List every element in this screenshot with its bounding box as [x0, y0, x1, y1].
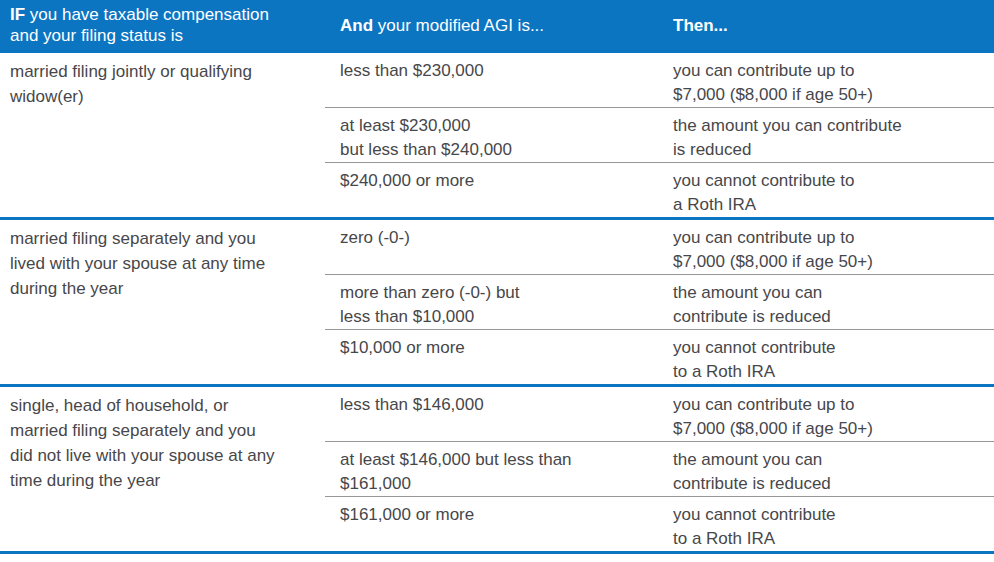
filing-group-single-head-of-household: single, head of household, or married fi… [0, 384, 994, 551]
header-col-filing-status-label: you have taxable compensation and your f… [10, 5, 269, 45]
group-rows: less than $230,000 you can contribute up… [325, 53, 994, 217]
table-bottom-rule [0, 551, 994, 554]
agi-cell: $240,000 or more [325, 169, 673, 217]
header-col-then: Then... [673, 15, 994, 36]
header-col-filing-status: IF you have taxable compensation and you… [0, 4, 325, 46]
table-row: $240,000 or more you cannot contribute t… [325, 162, 994, 217]
agi-cell: zero (-0-) [325, 226, 673, 274]
status-cell: single, head of household, or married fi… [0, 387, 325, 551]
then-cell: the amount you can contribute is reduced [673, 114, 994, 162]
then-cell: you can contribute up to $7,000 ($8,000 … [673, 226, 994, 274]
then-cell: the amount you can contribute is reduced [673, 281, 994, 329]
header-col-then-lead: Then... [673, 16, 728, 35]
table-row: less than $230,000 you can contribute up… [325, 53, 994, 107]
header-col-agi: And your modified AGI is... [325, 15, 673, 36]
status-cell: married filing separately and you lived … [0, 220, 325, 384]
agi-cell: less than $146,000 [325, 393, 673, 441]
header-col-filing-status-lead: IF [10, 5, 25, 24]
then-cell: the amount you can contribute is reduced [673, 448, 994, 496]
group-rows: less than $146,000 you can contribute up… [325, 387, 994, 551]
filing-group-married-jointly: married filing jointly or qualifying wid… [0, 50, 994, 217]
table-row: more than zero (-0-) but less than $10,0… [325, 274, 994, 329]
table-row: $10,000 or more you cannot contribute to… [325, 329, 994, 384]
then-cell: you cannot contribute to a Roth IRA [673, 169, 994, 217]
agi-cell: less than $230,000 [325, 59, 673, 107]
then-cell: you cannot contribute to a Roth IRA [673, 336, 994, 384]
table-row: at least $146,000 but less than $161,000… [325, 441, 994, 496]
table-row: less than $146,000 you can contribute up… [325, 387, 994, 441]
agi-cell: $161,000 or more [325, 503, 673, 551]
filing-group-married-separately-lived-with-spouse: married filing separately and you lived … [0, 217, 994, 384]
table-row: $161,000 or more you cannot contribute t… [325, 496, 994, 551]
header-col-agi-lead: And [340, 16, 373, 35]
group-rows: zero (-0-) you can contribute up to $7,0… [325, 220, 994, 384]
table-row: at least $230,000 but less than $240,000… [325, 107, 994, 162]
agi-cell: at least $146,000 but less than $161,000 [325, 448, 673, 496]
agi-cell: at least $230,000 but less than $240,000 [325, 114, 673, 162]
table-row: zero (-0-) you can contribute up to $7,0… [325, 220, 994, 274]
roth-ira-contribution-limits-table: IF you have taxable compensation and you… [0, 0, 994, 554]
then-cell: you can contribute up to $7,000 ($8,000 … [673, 393, 994, 441]
then-cell: you cannot contribute to a Roth IRA [673, 503, 994, 551]
header-col-agi-label: your modified AGI is... [373, 16, 544, 35]
status-cell: married filing jointly or qualifying wid… [0, 53, 325, 217]
then-cell: you can contribute up to $7,000 ($8,000 … [673, 59, 994, 107]
table-header-row: IF you have taxable compensation and you… [0, 0, 994, 50]
agi-cell: more than zero (-0-) but less than $10,0… [325, 281, 673, 329]
agi-cell: $10,000 or more [325, 336, 673, 384]
